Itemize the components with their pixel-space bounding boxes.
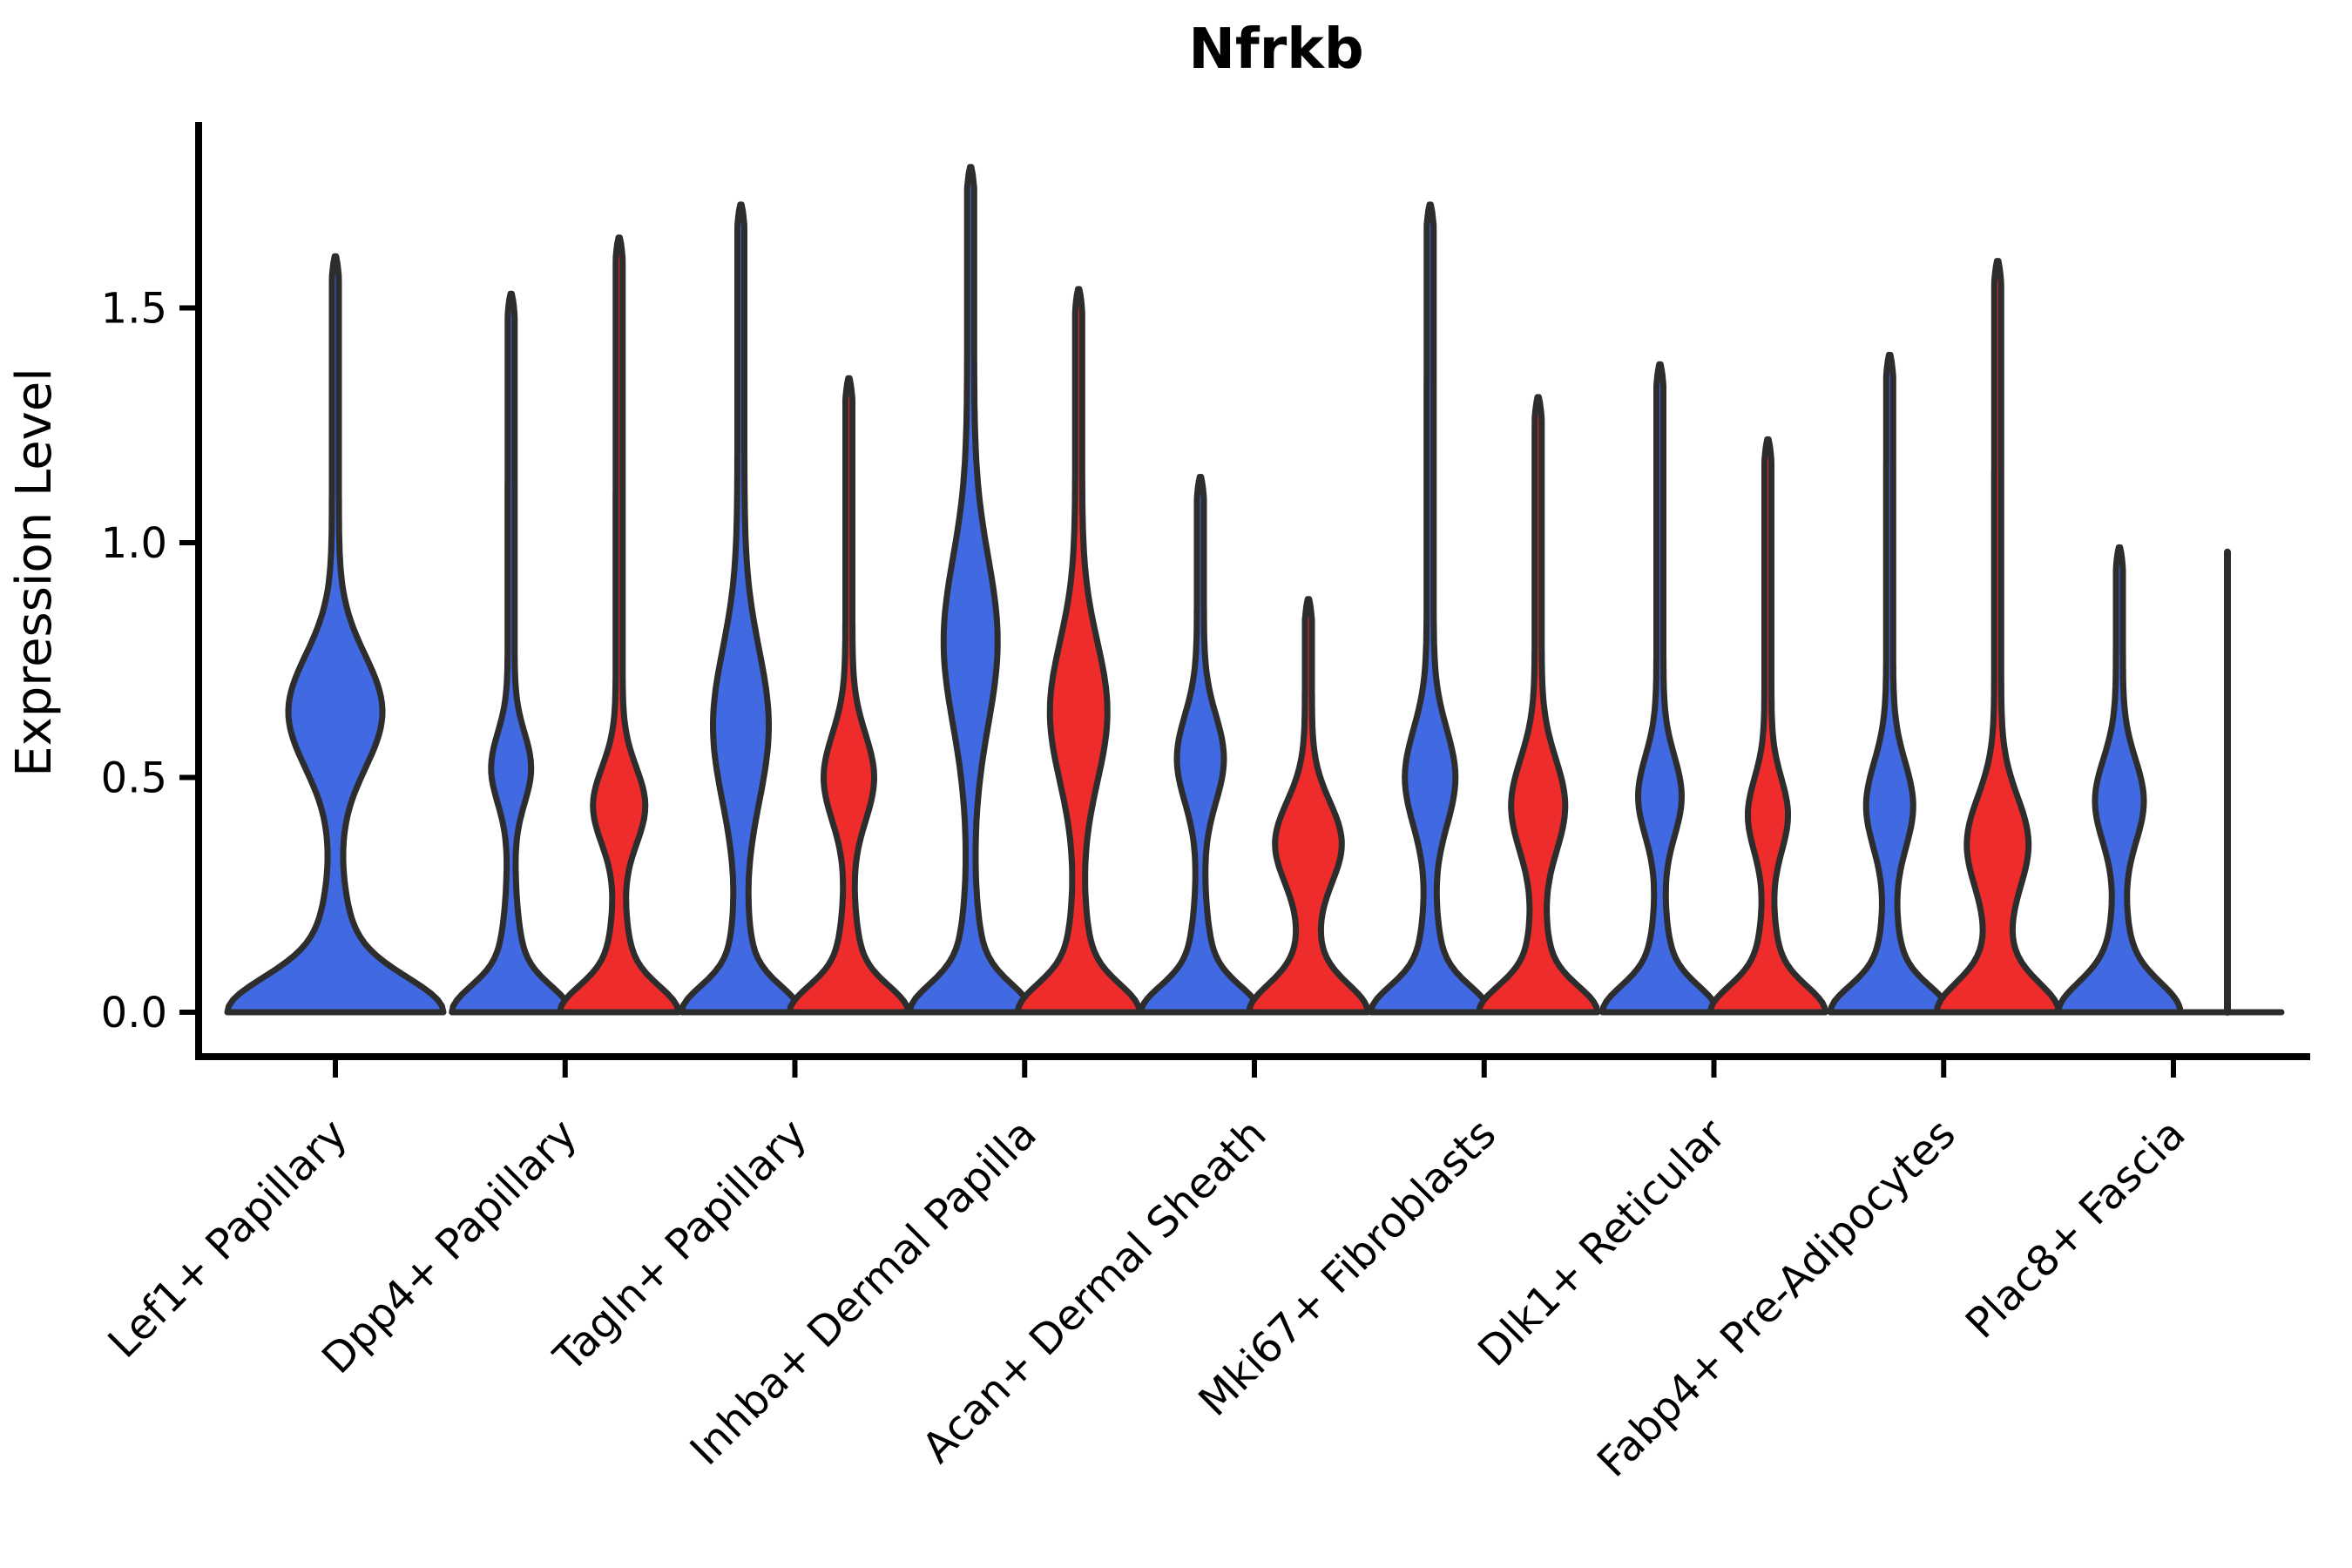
chart-title: Nfrkb <box>1188 17 1363 82</box>
violin-condition-blue-0 <box>224 253 447 1016</box>
violin-condition-red-1 <box>557 234 682 1016</box>
violin-condition-red-6 <box>1707 436 1828 1016</box>
violin-condition-red-7 <box>1933 258 2062 1016</box>
y-tick-label: 1.5 <box>101 285 167 334</box>
violin-condition-blue-8 <box>2055 544 2184 1016</box>
violin-condition-blue-4 <box>1138 474 1263 1016</box>
violin-condition-blue-7 <box>1827 351 1952 1016</box>
y-tick-label: 1.0 <box>101 519 167 568</box>
violin-condition-red-5 <box>1476 394 1601 1016</box>
y-tick-label: 0.5 <box>101 754 167 803</box>
violin-condition-red-8 <box>2170 548 2285 1016</box>
violin-condition-blue-3 <box>906 164 1035 1016</box>
violin-condition-red-2 <box>787 375 911 1016</box>
violin-condition-blue-6 <box>1599 361 1720 1016</box>
y-axis-label: Expression Level <box>6 368 63 777</box>
violins-layer <box>224 164 2285 1016</box>
violin-condition-red-4 <box>1246 596 1371 1016</box>
violin-condition-blue-1 <box>449 290 574 1016</box>
violin-condition-blue-2 <box>679 201 803 1016</box>
violin-condition-blue-5 <box>1368 201 1493 1016</box>
y-tick-label: 0.0 <box>101 989 167 1037</box>
violin-condition-red-3 <box>1014 286 1143 1016</box>
